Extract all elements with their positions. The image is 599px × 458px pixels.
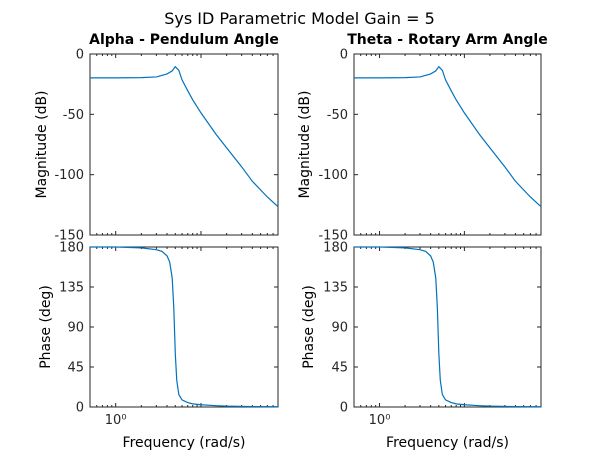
theta-magnitude-ytick-label: 0 xyxy=(340,48,348,63)
alpha-phase-series-line xyxy=(90,246,279,408)
alpha-phase-xtick-label: 10⁰ xyxy=(105,413,127,428)
alpha-phase-ytick-label: 135 xyxy=(59,281,84,296)
panels-group: 0 -50 -100 -150 Alpha - Pendulum Angle Magnit… xyxy=(34,32,548,451)
theta-magnitude-ytick-label: -150 xyxy=(318,229,348,244)
theta-phase-ytick-label: 0 xyxy=(340,401,348,416)
theta-phase-ytick-label: 135 xyxy=(323,281,348,296)
theta-magnitude-plot-area xyxy=(353,53,542,236)
theta-magnitude-ytick-label: -50 xyxy=(327,108,348,123)
alpha-phase-ytick-label: 0 xyxy=(76,401,84,416)
alpha-magnitude-ytick-label: -150 xyxy=(54,229,84,244)
theta-phase-xtick-label: 10⁰ xyxy=(369,413,391,428)
figure-title: Sys ID Parametric Model Gain = 5 xyxy=(164,9,435,28)
theta-phase-series-line xyxy=(354,246,542,408)
theta-magnitude-axes: 0 -50 -100 -150 Theta - Rotary Arm Angle Magn… xyxy=(297,32,548,244)
theta-phase-axes: 180 135 90 45 0 10⁰ Phase (deg) Frequency (rad/… xyxy=(301,241,542,451)
theta-magnitude-ylabel: Magnitude (dB) xyxy=(297,90,313,198)
alpha-phase-axes: 180 135 90 45 0 10⁰ Phase (deg) Frequency (rad/… xyxy=(38,241,279,451)
theta-phase-ytick-label: 90 xyxy=(331,321,348,336)
alpha-magnitude-title: Alpha - Pendulum Angle xyxy=(89,32,279,48)
alpha-phase-ylabel: Phase (deg) xyxy=(38,285,54,369)
alpha-magnitude-ylabel: Magnitude (dB) xyxy=(34,90,50,198)
alpha-magnitude-series-line xyxy=(90,65,279,208)
alpha-magnitude-plot-area xyxy=(89,53,279,236)
alpha-magnitude-ytick-label: -50 xyxy=(63,108,84,123)
alpha-phase-ytick-label: 45 xyxy=(67,361,84,376)
alpha-magnitude-ytick-label: 0 xyxy=(76,48,84,63)
alpha-magnitude-axes: 0 -50 -100 -150 Alpha - Pendulum Angle Magnit… xyxy=(34,32,279,244)
theta-magnitude-series-line xyxy=(354,65,542,208)
alpha-phase-xlabel: Frequency (rad/s) xyxy=(123,435,246,451)
alpha-magnitude-ytick-label: -100 xyxy=(54,168,84,183)
theta-phase-plot-area xyxy=(353,246,542,408)
alpha-phase-ytick-label: 180 xyxy=(59,241,84,256)
theta-phase-ytick-label: 45 xyxy=(331,361,348,376)
theta-magnitude-title: Theta - Rotary Arm Angle xyxy=(347,32,547,48)
theta-phase-ytick-label: 180 xyxy=(323,241,348,256)
alpha-phase-plot-area xyxy=(89,246,279,408)
alpha-phase-ytick-label: 90 xyxy=(67,321,84,336)
theta-phase-xlabel: Frequency (rad/s) xyxy=(386,435,509,451)
theta-magnitude-ytick-label: -100 xyxy=(318,168,348,183)
theta-phase-ylabel: Phase (deg) xyxy=(301,285,317,369)
